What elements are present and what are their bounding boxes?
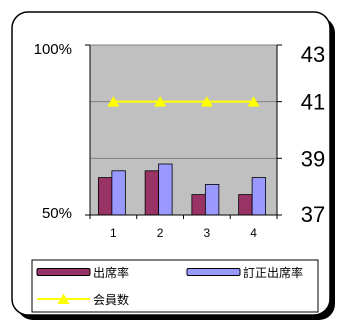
bar-series-2-category-4 — [251, 177, 267, 216]
legend: 出席率 訂正出席率 会員数 — [31, 259, 319, 313]
bar-series-2-category-1 — [111, 170, 126, 216]
marker-series-3-category-4 — [247, 96, 260, 107]
right-axis-label-4: 37 — [301, 202, 325, 227]
legend-label-series-2: 訂正出席率 — [243, 265, 303, 280]
legend-item-series-3: 会員数 — [37, 292, 129, 307]
line-series-group — [107, 96, 260, 107]
left-axis-label-1: 100% — [34, 41, 72, 58]
category-label-2: 2 — [157, 226, 164, 240]
marker-series-3-category-3 — [200, 96, 213, 107]
bar-series-1-category-3 — [191, 194, 206, 216]
legend-item-series-2: 訂正出席率 — [186, 265, 303, 280]
marker-series-3-category-1 — [107, 96, 120, 107]
category-label-3: 3 — [204, 226, 211, 240]
right-axis-label-3: 39 — [301, 146, 325, 171]
right-axis-label-2: 41 — [301, 90, 325, 115]
bar-series-1-category-2 — [144, 170, 160, 216]
bar-series-2-category-2 — [158, 163, 173, 216]
left-axis-label-2: 50% — [42, 205, 72, 222]
legend-item-series-1: 出席率 — [36, 265, 129, 280]
axes — [85, 44, 282, 219]
category-label-4: 4 — [250, 226, 257, 240]
marker-series-3-category-2 — [154, 96, 167, 107]
legend-label-series-1: 出席率 — [93, 265, 129, 280]
bar-series-2-category-3 — [204, 183, 220, 216]
right-axis-label-1: 43 — [301, 42, 325, 67]
legend-swatch-series-2 — [186, 268, 241, 276]
legend-label-series-3: 会員数 — [93, 292, 129, 307]
legend-marker-triangle-icon — [57, 293, 70, 304]
legend-swatch-series-1 — [36, 268, 91, 276]
category-label-1: 1 — [110, 226, 117, 240]
bar-series-1-category-4 — [238, 194, 253, 216]
axis-labels: 100% 50% 43 41 39 37 1 2 3 4 — [34, 41, 326, 240]
bar-series-1-category-1 — [97, 177, 113, 216]
